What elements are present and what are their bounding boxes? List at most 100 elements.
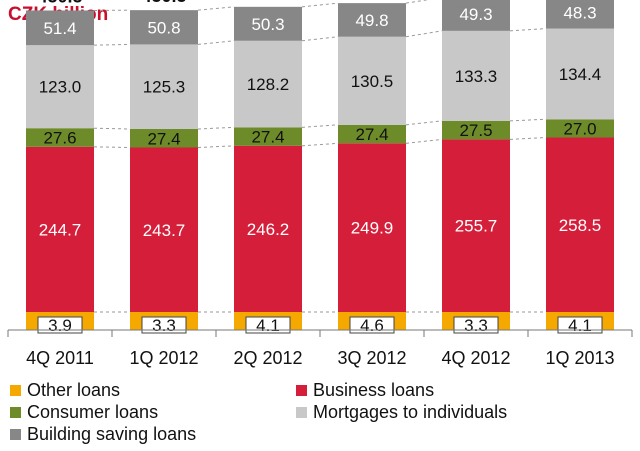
connector-line [509,118,547,122]
legend-item-other: Other loans [10,380,120,401]
data-label-building_saving: 50.8 [147,18,180,37]
data-label-mortgages: 123.0 [39,78,82,97]
label-box-building_saving [141,19,187,36]
connector-line [405,120,443,126]
label-box-other [453,316,499,334]
x-tick-label: 4Q 2012 [441,348,510,368]
connector-line [301,36,339,42]
bar-consumer [234,127,302,146]
legend-swatch-mortgages [296,407,307,418]
data-label-building_saving: 50.3 [251,15,284,34]
data-label-business: 255.7 [455,217,498,236]
bar-business [130,147,198,312]
data-label-other: 4.6 [360,316,384,335]
bar-mortgages [338,36,406,125]
bar-mortgages [130,44,198,130]
bar-business [442,139,510,312]
connector-lines [93,0,547,313]
bar-mortgages [546,28,614,120]
x-axis: 4Q 2011 1Q 2012 2Q 2012 3Q 2012 4Q 2012 1Q 20… [7,329,633,368]
bar-mortgages [26,45,94,129]
bar-consumer [26,128,94,147]
bar-consumer [130,129,198,148]
label-box-building_saving [245,15,291,32]
data-label-consumer: 27.4 [147,129,180,148]
data-label-consumer: 27.4 [355,125,388,144]
data-label-other: 4.1 [256,316,280,335]
legend-swatch-business [296,385,307,396]
data-labels: 3.9 244.7 27.6 123.0 51.4 450.5 3.3 243.7 27.4 12… [37,0,603,335]
data-label-other: 3.3 [152,316,176,335]
data-label-other: 3.3 [464,316,488,335]
legend-swatch-other [10,385,21,396]
legend-label-mortgages: Mortgages to individuals [313,402,508,422]
connector-line [301,2,339,8]
data-label-mortgages: 133.3 [455,67,498,86]
connector-line [93,43,131,46]
label-box-building_saving [349,11,395,28]
legend-label-consumer: Consumer loans [27,402,159,422]
bar-mortgages [442,30,510,121]
connector-line [509,28,547,32]
connector-line [197,6,235,11]
connector-line [197,40,235,45]
data-label-mortgages: 125.3 [143,78,186,97]
legend-swatch-consumer [10,407,21,418]
data-label-mortgages: 134.4 [559,65,602,84]
connector-line [301,124,339,128]
total-label: 450.5 [37,0,82,6]
bar-business [338,143,406,312]
x-tick-label: 4Q 2011 [26,348,94,368]
data-label-mortgages: 130.5 [351,72,394,91]
connector-line [301,142,339,147]
data-label-consumer: 27.0 [563,119,596,138]
label-box-other [557,316,603,334]
connector-line [93,127,131,130]
connector-line [93,146,131,149]
connector-line [405,30,443,38]
data-label-other: 4.1 [568,316,592,335]
bar-business [26,146,94,312]
label-box-building_saving [453,6,499,23]
bar-consumer [442,120,510,140]
data-label-consumer: 27.6 [43,129,76,148]
legend-label-business: Business loans [313,380,435,400]
bar-consumer [546,119,614,138]
data-label-other: 3.9 [48,316,72,335]
label-box-other [37,316,83,334]
data-label-building_saving: 48.3 [563,3,596,22]
label-box-building_saving [557,4,603,21]
legend-label-other: Other loans [27,380,121,400]
data-label-business: 246.2 [247,220,290,239]
connector-line [197,145,235,149]
legend-item-building-saving: Building saving loans [10,424,196,445]
connector-line [197,126,235,130]
bar-business [234,145,302,312]
legend-label-building-saving: Building saving loans [27,424,197,444]
x-tick-label: 1Q 2013 [545,348,614,368]
bar-mortgages [234,40,302,128]
legend-swatch-building-saving [10,429,21,440]
legend-item-mortgages: Mortgages to individuals [296,402,507,423]
data-label-building_saving: 49.3 [459,5,492,24]
data-label-business: 244.7 [39,220,82,239]
data-label-consumer: 27.5 [459,121,492,140]
total-label: 450.5 [141,0,186,6]
legend-item-consumer: Consumer loans [10,402,158,423]
bar-consumer [338,124,406,144]
label-box-other [349,316,395,334]
data-label-building_saving: 51.4 [43,19,76,38]
connector-line [509,137,547,140]
x-tick-label: 2Q 2012 [233,348,302,368]
data-label-building_saving: 49.8 [355,11,388,30]
connector-line [405,0,430,4]
label-box-other [141,316,187,334]
data-label-mortgages: 128.2 [247,75,290,94]
data-label-business: 243.7 [143,221,186,240]
bars [26,0,614,330]
x-tick-label: 1Q 2012 [129,348,198,368]
x-tick-label: 3Q 2012 [337,348,406,368]
bar-business [546,137,614,312]
legend-item-business: Business loans [296,380,434,401]
data-label-consumer: 27.4 [251,128,284,147]
